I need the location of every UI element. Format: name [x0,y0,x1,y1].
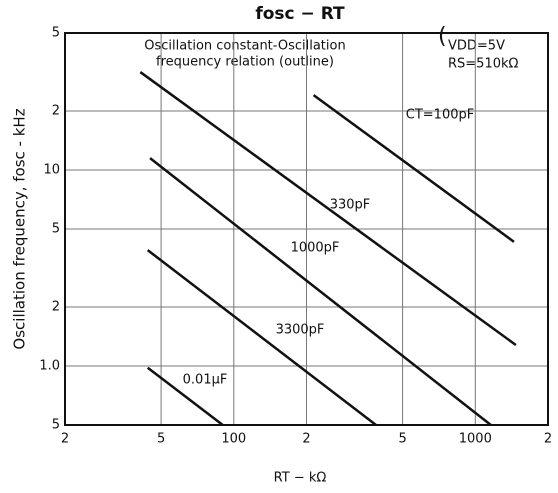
x-tick-label: 2 [544,432,552,447]
y-tick-label: 5 [52,222,60,237]
x-tick-label: 1000 [459,432,492,447]
y-tick-label: 2 [52,103,60,118]
x-tick-label: 2 [302,432,310,447]
y-tick-label: 2 [52,299,60,314]
plot-frame [64,32,549,426]
curve [139,71,517,346]
y-tick-label: 5 [52,26,60,41]
x-tick-label: 2 [61,432,69,447]
chart-title: fosc − RT [255,4,345,24]
curve [149,157,492,426]
curve [312,94,515,243]
annotation: Oscillation constant-Oscillation [144,39,345,54]
paren: ( [438,24,447,49]
x-tick-label: 5 [157,432,165,447]
curve-label: 0.01μF [183,373,228,388]
x-tick-label: 5 [398,432,406,447]
x-axis-label: RT − kΩ [274,471,327,486]
curve-label: 330pF [330,198,371,213]
y-tick-label: 10 [43,162,60,177]
y-tick-label: 1.0 [39,358,60,373]
annotation: frequency relation (outline) [156,55,334,70]
curve-label: 3300pF [276,323,325,338]
x-tick-label: 100 [221,432,246,447]
curve [146,366,224,426]
curve-label: CT=100pF [406,108,474,123]
annotation: RS=510kΩ [448,57,519,72]
y-tick-label: 5 [52,418,60,433]
curve [146,249,377,426]
curve-label: 1000pF [291,241,340,256]
y-axis-label: Oscillation frequency, fosc - kHz [11,108,29,349]
annotation: VDD=5V [448,39,505,54]
